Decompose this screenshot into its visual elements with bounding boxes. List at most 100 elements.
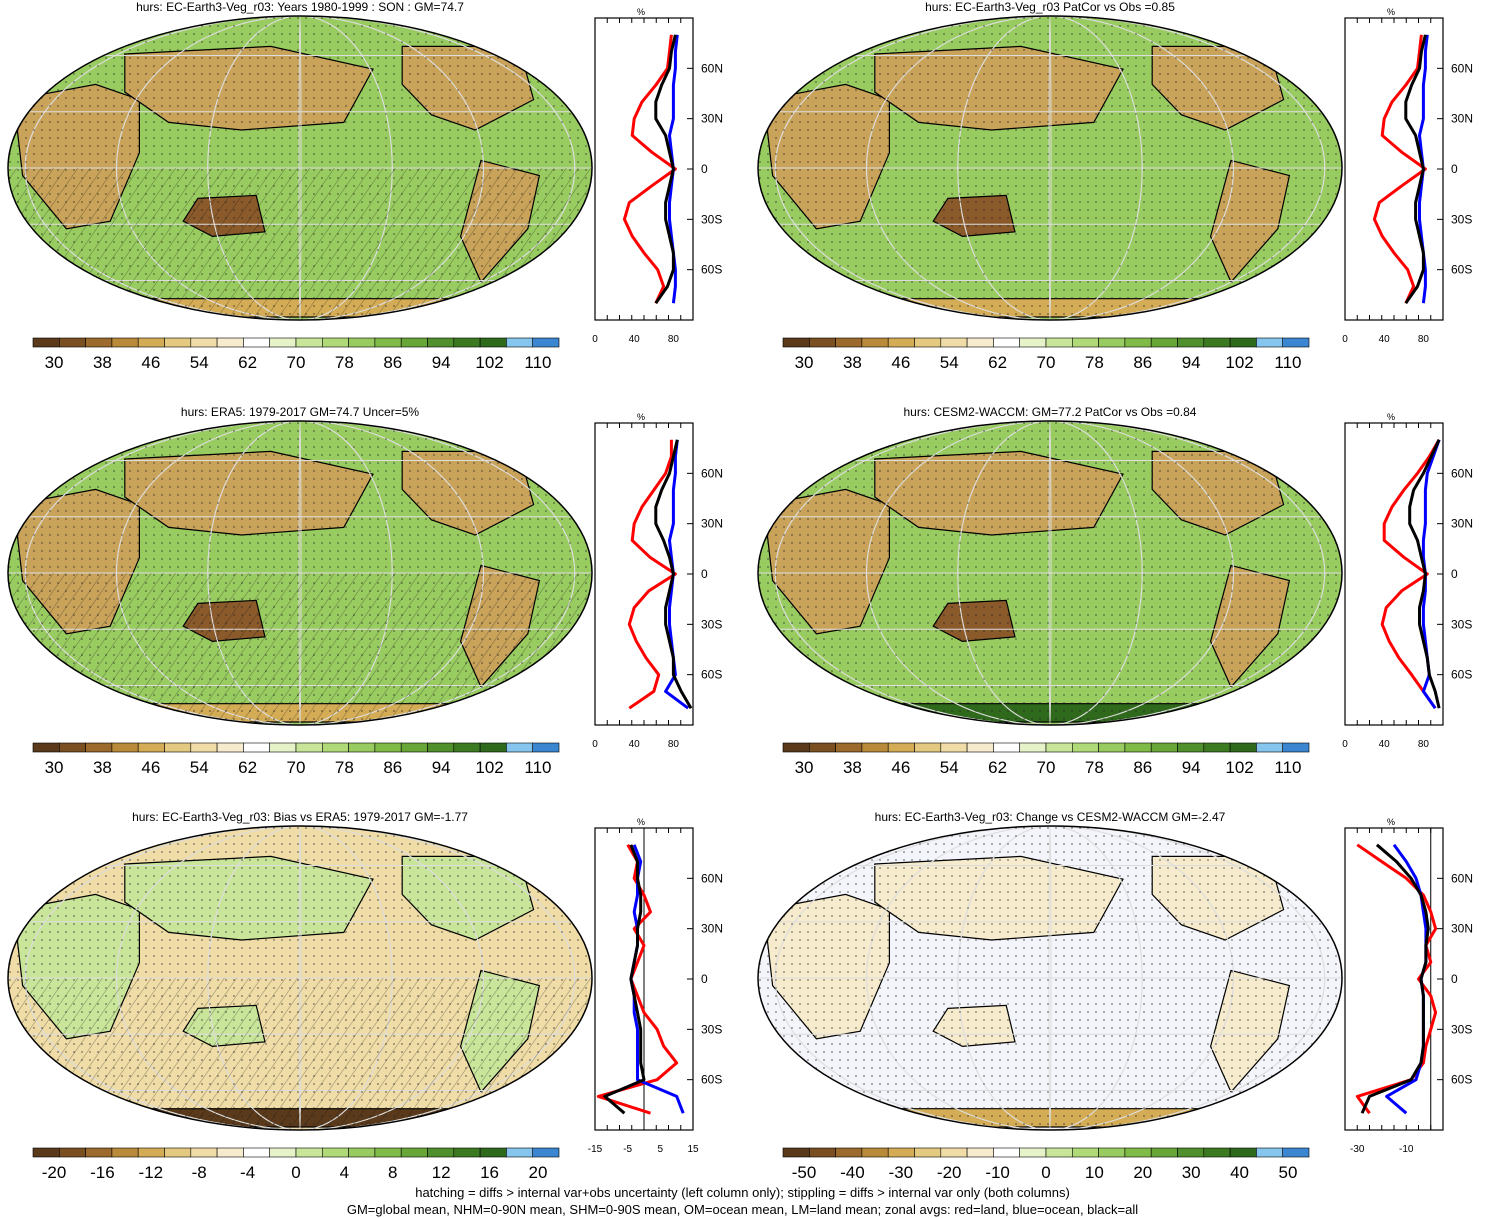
colorbar-swatch xyxy=(835,337,863,348)
colorbar-swatch xyxy=(1098,1147,1126,1158)
colorbar-swatch xyxy=(1071,742,1099,753)
profile-xtick-label: 80 xyxy=(668,739,680,750)
colorbar-tick-label: 30 xyxy=(795,758,814,777)
colorbar-swatch xyxy=(1071,337,1099,348)
colorbar-swatch xyxy=(966,337,994,348)
colorbar-swatch xyxy=(808,337,836,348)
colorbar-swatch xyxy=(321,742,349,753)
chart-panel: hurs: ERA5: 1979-2017 GM=74.7 Uncer=5%% 0… xyxy=(0,405,735,785)
colorbar-swatch xyxy=(321,1147,349,1158)
colorbar-swatch xyxy=(427,1147,455,1158)
panel-title: hurs: EC-Earth3-Veg_r03 PatCor vs Obs =0… xyxy=(925,0,1175,14)
colorbar-tick-label: 62 xyxy=(988,758,1007,777)
colorbar-swatch xyxy=(532,337,560,348)
profile-xtick-label: 40 xyxy=(629,334,641,345)
colorbar-swatch xyxy=(190,742,218,753)
colorbar-swatch xyxy=(32,1147,60,1158)
panel-graphics: % 0 40 80 60N 30N 0 30S 60S 30 38 46 54 62 70 78 86 94 102… xyxy=(757,7,1473,372)
colorbar-swatch xyxy=(400,742,428,753)
colorbar-swatch xyxy=(914,1147,942,1158)
colorbar-swatch xyxy=(506,337,533,348)
zonal-profile: % 0 40 80 60N 30N 0 30S 60S xyxy=(592,412,723,750)
colorbar-swatch xyxy=(479,337,507,348)
colorbar-swatch xyxy=(85,1147,113,1158)
panel-graphics: % 0 40 80 60N 30N 0 30S 60S 30 38 46 54 62 70 78 86 94 102… xyxy=(7,7,723,372)
profile-xtick-label: -15 xyxy=(588,1144,603,1155)
chart-panel: hurs: EC-Earth3-Veg_r03 PatCor vs Obs =0… xyxy=(750,0,1485,380)
panel-title: hurs: ERA5: 1979-2017 GM=74.7 Uncer=5% xyxy=(180,405,420,419)
profile-line-all xyxy=(603,844,646,1115)
colorbar-swatch xyxy=(914,742,942,753)
colorbar-tick-label: 46 xyxy=(141,353,160,372)
profile-xtick-label: 0 xyxy=(1342,334,1348,345)
colorbar-tick-label: 54 xyxy=(940,758,959,777)
profile-ytick-label: 0 xyxy=(701,567,708,581)
colorbar-tick-label: 70 xyxy=(287,353,306,372)
colorbar-tick-label: 62 xyxy=(238,353,257,372)
colorbar-swatch xyxy=(1098,742,1126,753)
colorbar: 30 38 46 54 62 70 78 86 94 102 110 xyxy=(782,337,1310,372)
profile-ytick-label: 30N xyxy=(701,517,723,531)
colorbar-tick-label: 94 xyxy=(1182,353,1201,372)
colorbar-swatch xyxy=(506,742,533,753)
colorbar-swatch xyxy=(940,742,968,753)
profile-xtick-label: -30 xyxy=(1350,1144,1365,1155)
panel-graphics: % -15 -5 5 15 60N 30N 0 30S 60S -20 -16 -12 -8 -4 0 4 8 12… xyxy=(7,817,723,1182)
profile-line-all xyxy=(1408,439,1441,709)
colorbar-tick-label: 78 xyxy=(335,353,354,372)
panel-graphics: % 0 40 80 60N 30N 0 30S 60S 30 38 46 54 62 70 78 86 94 102… xyxy=(757,412,1473,777)
profile-xtick-label: 5 xyxy=(658,1144,664,1155)
colorbar-swatch xyxy=(861,742,889,753)
profile-xtick-label: 80 xyxy=(668,334,680,345)
colorbar: 30 38 46 54 62 70 78 86 94 102 110 xyxy=(32,742,560,777)
colorbar-tick-label: -50 xyxy=(792,1163,817,1182)
colorbar-tick-label: 4 xyxy=(340,1163,349,1182)
colorbar-swatch xyxy=(808,1147,836,1158)
colorbar-tick-label: 54 xyxy=(190,758,209,777)
footer-note-2: GM=global mean, NHM=0-90N mean, SHM=0-90… xyxy=(346,1202,1139,1217)
colorbar-swatch xyxy=(835,1147,863,1158)
chart-panel: hurs: EC-Earth3-Veg_r03: Change vs CESM2… xyxy=(750,810,1485,1190)
colorbar-swatch xyxy=(993,337,1020,348)
profile-frame xyxy=(594,422,694,726)
map xyxy=(758,826,1342,1130)
colorbar-swatch xyxy=(1203,742,1231,753)
colorbar-swatch xyxy=(453,1147,481,1158)
colorbar-tick-label: 78 xyxy=(335,758,354,777)
panel-graphics: % -30 -10 60N 30N 0 30S 60S -50 -40 -30 -20 -10 0 10 20… xyxy=(757,817,1473,1182)
colorbar-tick-label: 110 xyxy=(1274,758,1301,777)
colorbar-swatch xyxy=(782,1147,810,1158)
profile-ytick-label: 60N xyxy=(701,61,723,75)
profile-unit: % xyxy=(1387,7,1395,17)
colorbar-tick-label: 78 xyxy=(1085,353,1104,372)
colorbar-swatch xyxy=(966,742,994,753)
hatching xyxy=(8,573,592,725)
colorbar-tick-label: 38 xyxy=(93,758,112,777)
colorbar-swatch xyxy=(111,742,139,753)
colorbar-tick-label: 20 xyxy=(528,1163,547,1182)
colorbar-swatch xyxy=(1150,337,1178,348)
colorbar-tick-label: 54 xyxy=(190,353,209,372)
colorbar-tick-label: -10 xyxy=(985,1163,1010,1182)
profile-ytick-label: 0 xyxy=(1451,972,1458,986)
colorbar-tick-label: 86 xyxy=(383,758,402,777)
colorbar-swatch xyxy=(1019,742,1047,753)
colorbar-swatch xyxy=(243,1147,270,1158)
profile-ytick-label: 30N xyxy=(1451,112,1473,126)
colorbar-swatch xyxy=(190,337,218,348)
colorbar-swatch xyxy=(1124,337,1152,348)
profile-unit: % xyxy=(1387,412,1395,422)
colorbar-swatch xyxy=(808,742,836,753)
chart-panel: hurs: EC-Earth3-Veg_r03: Years 1980-1999… xyxy=(0,0,735,380)
colorbar: 30 38 46 54 62 70 78 86 94 102 110 xyxy=(32,337,560,372)
profile-ytick-label: 30S xyxy=(701,617,722,631)
colorbar-swatch xyxy=(137,1147,165,1158)
colorbar-tick-label: -4 xyxy=(240,1163,255,1182)
profile-unit: % xyxy=(1387,817,1395,827)
colorbar-tick-label: 86 xyxy=(1133,758,1152,777)
profile-frame xyxy=(1344,827,1444,1131)
colorbar-swatch xyxy=(295,742,323,753)
profile-xtick-label: 80 xyxy=(1418,334,1430,345)
profile-ytick-label: 30S xyxy=(1451,1022,1472,1036)
colorbar-tick-label: 38 xyxy=(843,758,862,777)
